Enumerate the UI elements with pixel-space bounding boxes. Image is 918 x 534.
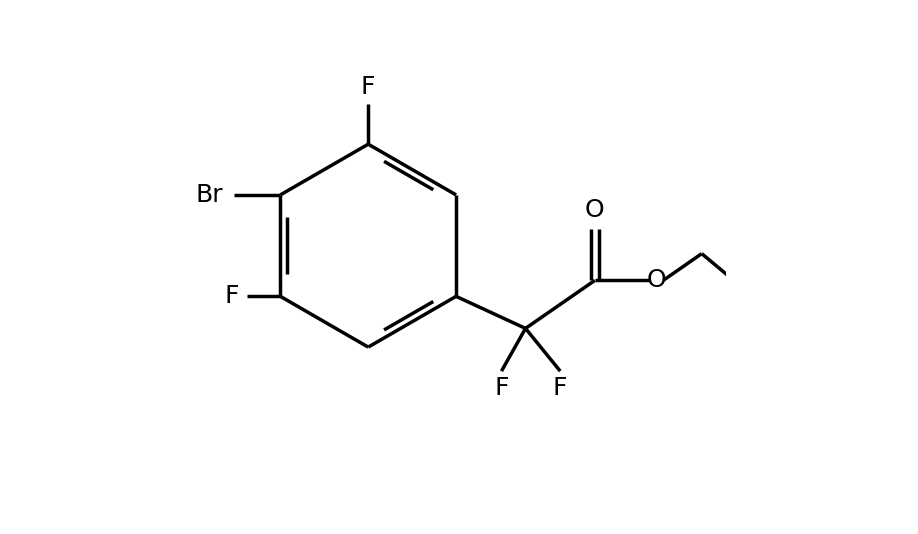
Text: F: F <box>553 376 567 400</box>
Text: F: F <box>494 376 509 400</box>
Text: F: F <box>224 285 239 308</box>
Text: O: O <box>646 269 666 292</box>
Text: F: F <box>361 75 375 99</box>
Text: O: O <box>585 198 605 222</box>
Text: Br: Br <box>196 183 223 207</box>
